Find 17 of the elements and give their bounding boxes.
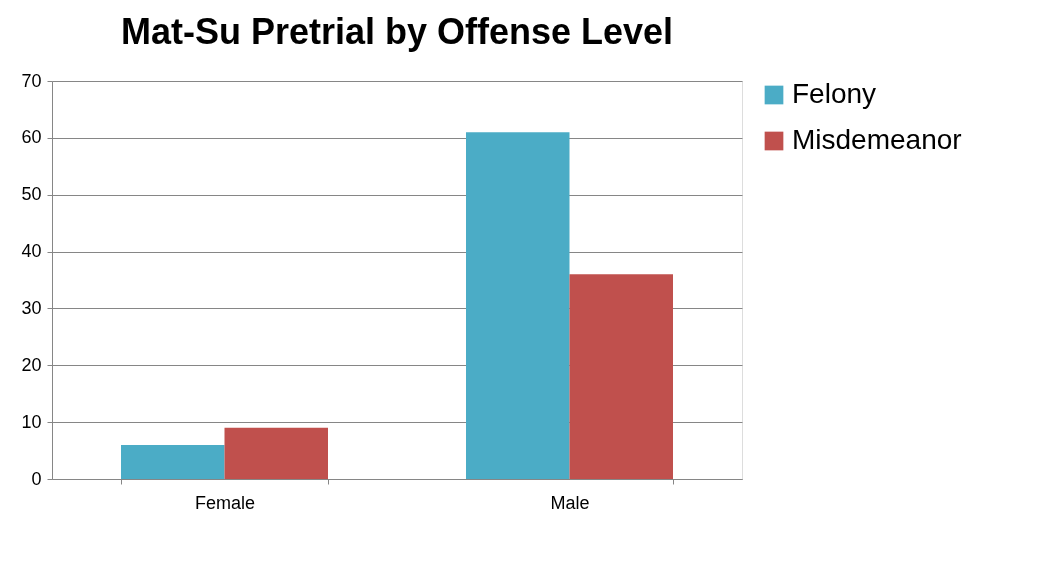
y-tick-label: 70	[21, 70, 42, 91]
y-tick-label: 30	[21, 297, 42, 318]
legend-label: Misdemeanor	[792, 124, 962, 155]
y-tick-label: 0	[31, 468, 42, 489]
bar	[224, 427, 328, 479]
bar	[121, 444, 225, 479]
x-tick-label: Male	[550, 492, 590, 513]
bar	[466, 132, 570, 479]
legend-label: Felony	[792, 78, 877, 109]
x-tick-label: Female	[194, 492, 256, 513]
y-tick-label: 20	[21, 354, 42, 375]
y-tick-label: 40	[21, 241, 42, 262]
bar	[569, 274, 673, 479]
chart-title: Mat-Su Pretrial by Offense Level	[120, 11, 674, 52]
y-tick-label: 50	[21, 184, 42, 205]
y-tick-label: 10	[21, 411, 42, 432]
y-tick-label: 60	[21, 127, 42, 148]
